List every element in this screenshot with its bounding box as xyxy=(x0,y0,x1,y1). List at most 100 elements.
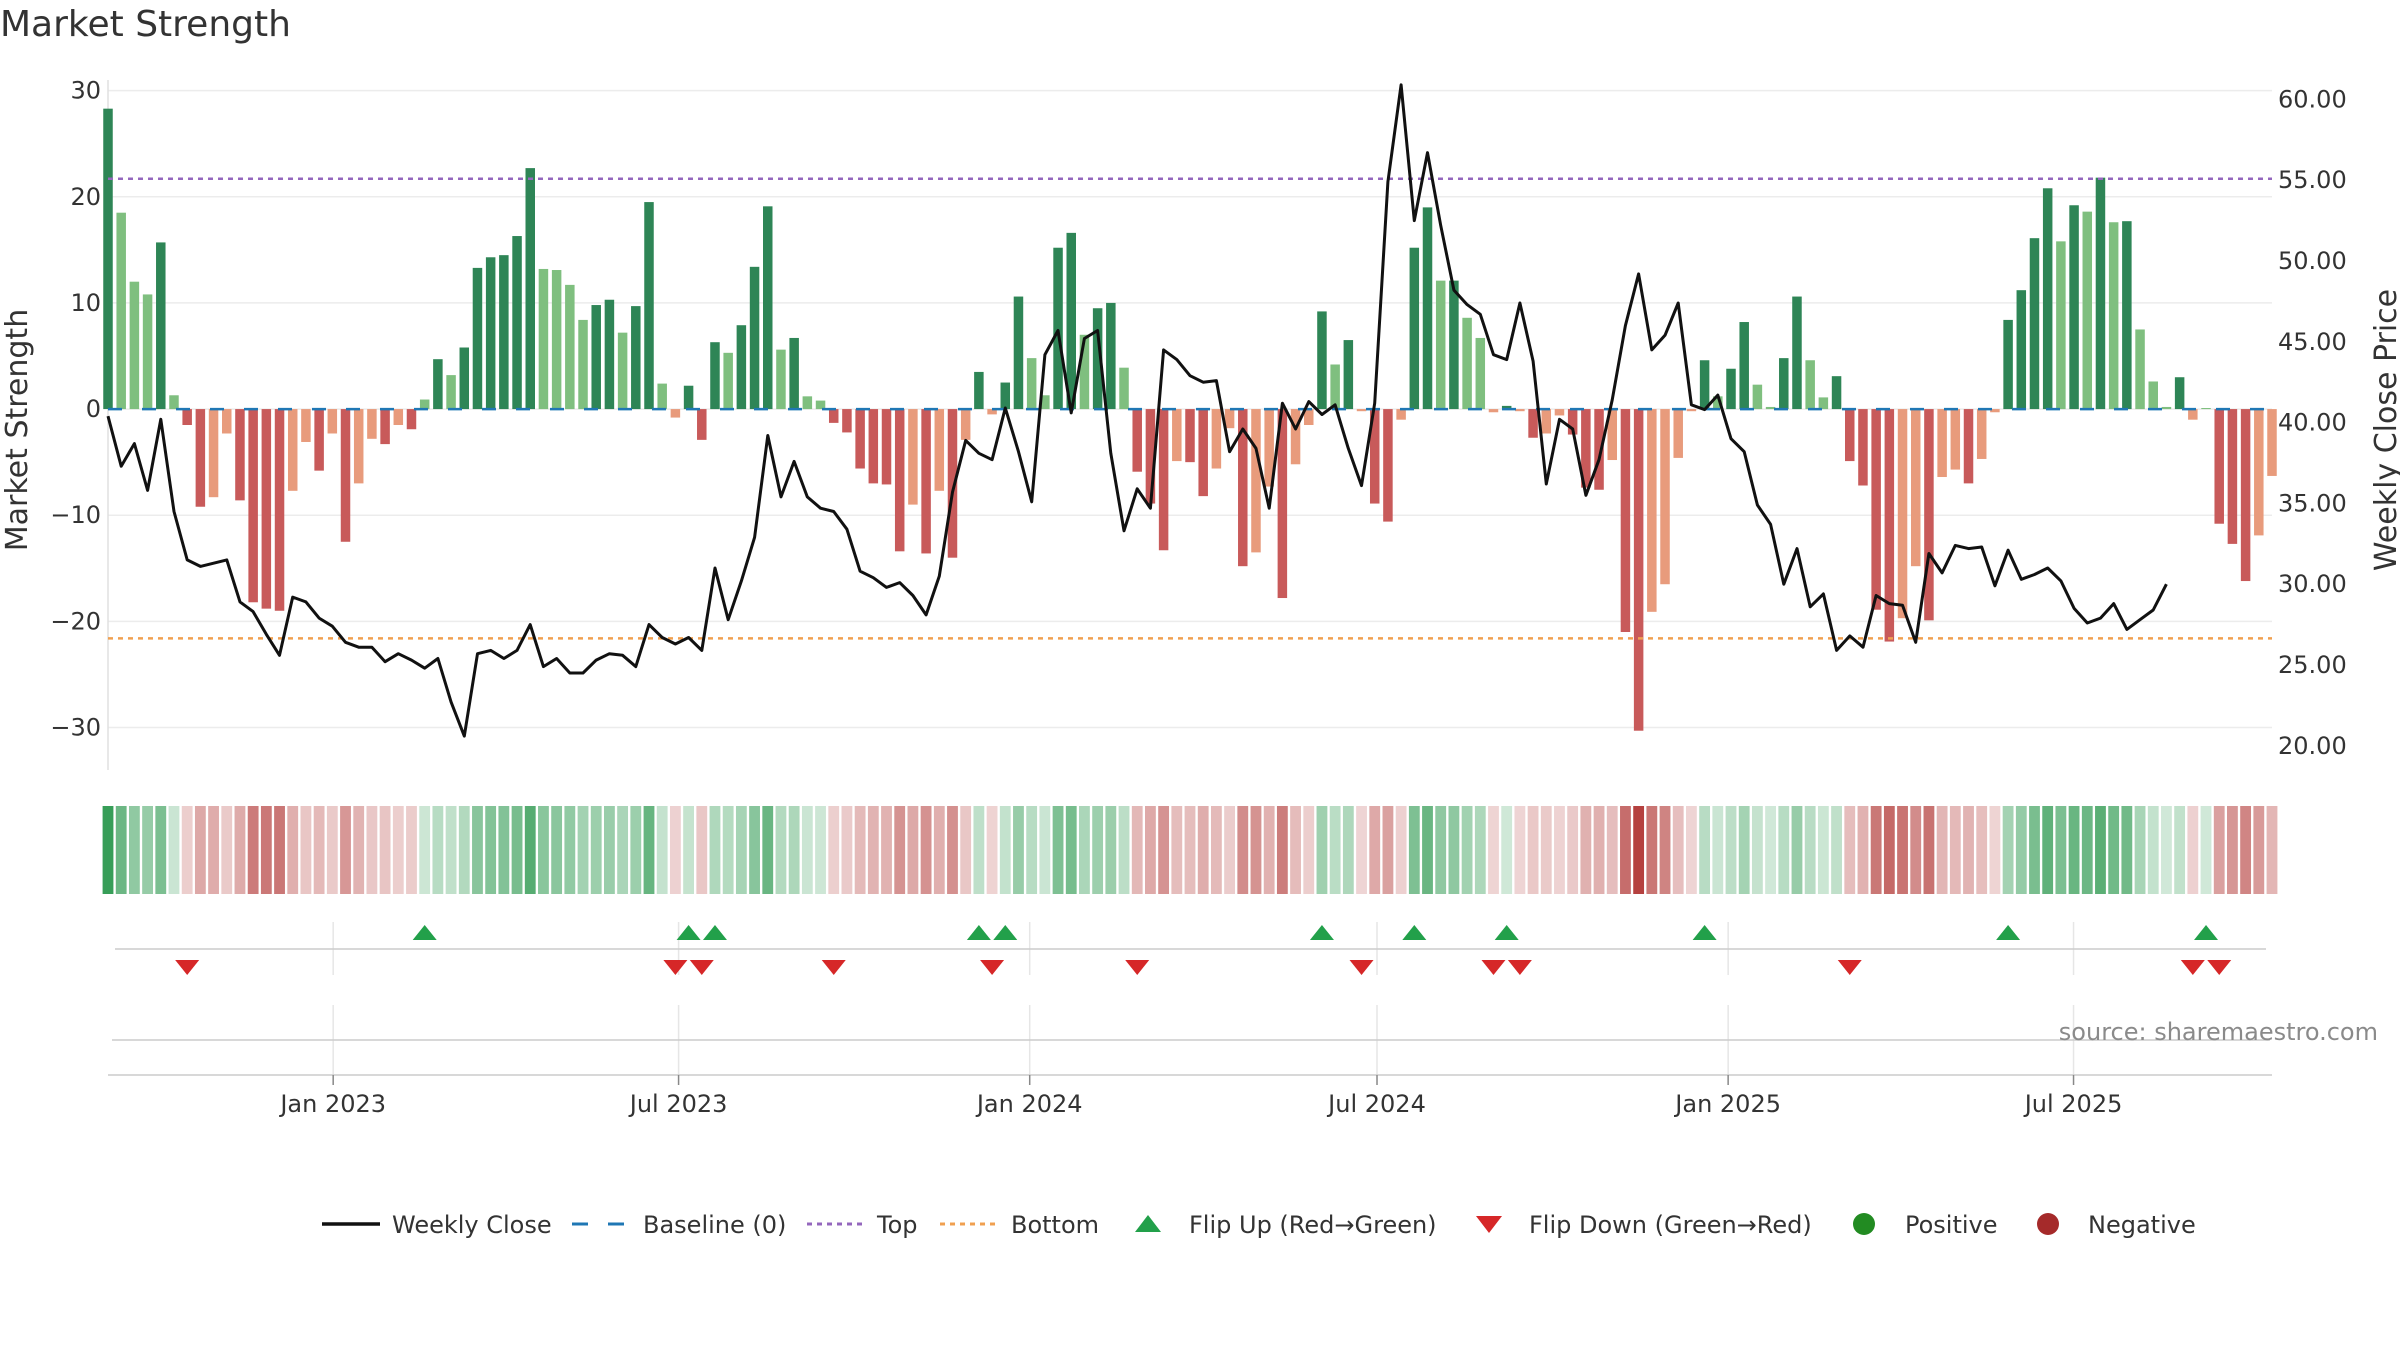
heat-cell xyxy=(2134,806,2146,894)
strength-bar xyxy=(815,400,826,410)
strength-bar xyxy=(2227,409,2238,544)
strength-bar xyxy=(1713,396,1723,410)
strength-bar xyxy=(1356,409,1367,412)
strength-bar xyxy=(1660,409,1670,585)
heat-cell xyxy=(1989,806,2001,894)
heat-cell xyxy=(999,806,1011,894)
strength-bar xyxy=(2161,406,2172,410)
strength-bar xyxy=(1013,296,1024,410)
y-tick-label-right: 45.00 xyxy=(2278,328,2347,356)
strength-bar xyxy=(1831,376,1842,410)
heat-cell xyxy=(683,806,694,894)
strength-bar xyxy=(1673,409,1683,458)
strength-bar xyxy=(2122,221,2132,410)
y-tick-label-left: 10 xyxy=(70,289,101,317)
strength-bar xyxy=(1000,382,1011,410)
heat-cell xyxy=(2029,806,2040,894)
strength-bar xyxy=(222,409,232,434)
legend-label: Flip Down (Green→Red) xyxy=(1529,1211,1812,1239)
strength-bar xyxy=(723,352,733,410)
strength-bar xyxy=(1251,409,1261,553)
strength-bar xyxy=(2042,188,2053,410)
heat-cell xyxy=(1408,806,1420,894)
flip-down-marker xyxy=(2180,960,2205,975)
strength-bar xyxy=(763,206,773,410)
heat-cell xyxy=(1712,806,1724,894)
strength-bar xyxy=(736,325,747,410)
strength-bar xyxy=(340,409,351,542)
heat-cell xyxy=(142,806,153,894)
heat-cell xyxy=(907,806,919,894)
strength-bar xyxy=(1739,322,1749,410)
strength-bar xyxy=(934,409,945,491)
strength-bar xyxy=(512,236,522,410)
strength-bar xyxy=(1264,409,1274,487)
weekly-close-path xyxy=(106,83,2168,738)
heat-cell xyxy=(1224,806,1235,894)
legend-label: Flip Up (Red→Green) xyxy=(1189,1211,1437,1239)
flip-up-marker xyxy=(1309,925,1334,940)
heat-cell xyxy=(1395,806,1407,894)
heat-cell xyxy=(1883,806,1895,894)
legend-label: Bottom xyxy=(1011,1211,1099,1239)
legend-swatch xyxy=(1476,1216,1502,1233)
heat-cell xyxy=(1079,806,1090,894)
strength-bar xyxy=(235,409,245,501)
x-tick-label: Jul 2023 xyxy=(628,1090,728,1118)
flip-up-marker xyxy=(993,925,1018,940)
strength-bar xyxy=(2016,290,2027,410)
strength-bar xyxy=(1304,409,1314,425)
heat-cell xyxy=(1039,806,1051,894)
strength-bar xyxy=(697,409,707,440)
strength-bar xyxy=(1435,280,1446,410)
heat-cell xyxy=(2042,806,2054,894)
heat-cell xyxy=(1844,806,1856,894)
flip-up-marker xyxy=(1996,925,2021,940)
strength-bar xyxy=(1040,395,1050,410)
strength-bar xyxy=(1567,409,1578,435)
strength-bar xyxy=(1501,405,1512,410)
heat-cell xyxy=(1936,806,1948,894)
strength-bar xyxy=(1752,384,1763,410)
strength-bar xyxy=(2214,409,2224,524)
heat-cell xyxy=(1751,806,1763,894)
y-tick-label-right: 55.00 xyxy=(2278,166,2347,194)
heat-cell xyxy=(1158,806,1170,894)
weekly-close-line xyxy=(106,83,2168,738)
x-tick-label: Jan 2023 xyxy=(278,1090,386,1118)
heat-cell xyxy=(2227,806,2238,894)
strength-bar xyxy=(1224,409,1235,429)
heat-cell xyxy=(2266,806,2278,894)
heat-cell xyxy=(1250,806,1262,894)
heat-cell xyxy=(181,806,193,894)
heat-cell xyxy=(1857,806,1869,894)
heat-cell xyxy=(696,806,708,894)
heat-cell xyxy=(208,806,219,894)
strength-bar xyxy=(1462,317,1472,410)
heat-cell xyxy=(841,806,853,894)
x-tick-label: Jul 2024 xyxy=(1326,1090,1426,1118)
strength-bar xyxy=(380,409,390,445)
heat-cell xyxy=(287,806,299,894)
heat-cell xyxy=(168,806,180,894)
strength-bar xyxy=(1409,247,1420,410)
y-tick-label-right: 30.00 xyxy=(2278,570,2347,598)
strength-bar xyxy=(881,409,892,485)
heat-cell xyxy=(1831,806,1842,894)
strength-bar xyxy=(353,409,364,484)
y-tick-label-right: 20.00 xyxy=(2278,732,2347,760)
heat-cell xyxy=(960,806,972,894)
heat-cell xyxy=(643,806,655,894)
heat-cell xyxy=(788,806,800,894)
heat-cell xyxy=(102,806,114,894)
heat-cell xyxy=(617,806,629,894)
heat-cell xyxy=(894,806,906,894)
heat-cell xyxy=(1672,806,1684,894)
legend-swatch xyxy=(1853,1213,1875,1235)
heat-cell xyxy=(340,806,351,894)
strength-bar xyxy=(1422,207,1433,410)
heat-cell xyxy=(656,806,668,894)
heat-cell xyxy=(313,806,325,894)
strength-bar xyxy=(776,349,786,410)
legend-label: Weekly Close xyxy=(392,1211,552,1239)
